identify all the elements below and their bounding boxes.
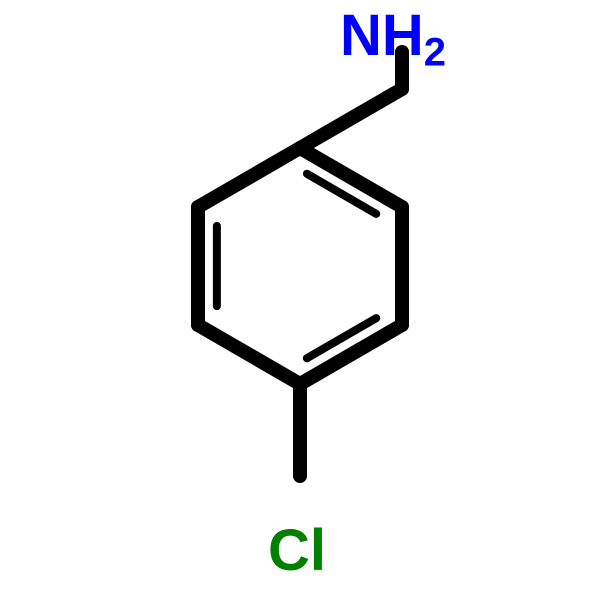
molecule-diagram: NH2 Cl — [0, 0, 600, 600]
cl-atom-label: Cl — [268, 518, 326, 583]
n-atom-label: NH2 — [340, 3, 446, 74]
